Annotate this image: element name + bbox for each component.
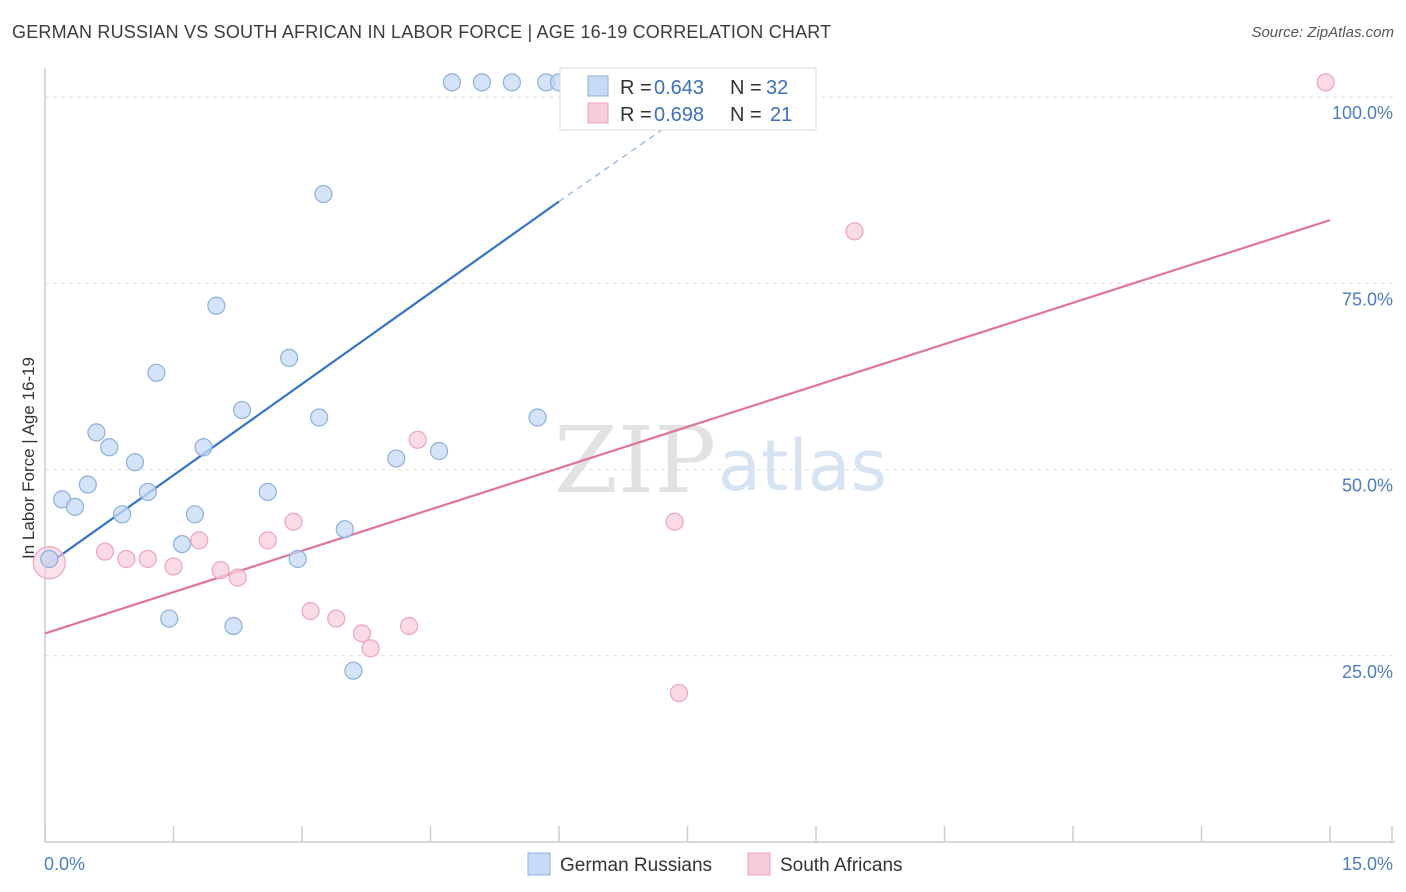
data-point (172, 534, 192, 554)
data-point (228, 568, 247, 587)
data-point (185, 505, 205, 524)
data-point (258, 482, 277, 502)
legend-n-value: 21 (770, 104, 792, 126)
data-point (310, 408, 329, 427)
source-credit: Source: ZipAtlas.com (1251, 24, 1394, 41)
series-legend: German Russians South Africans (527, 852, 903, 876)
data-point (224, 616, 243, 636)
data-point (665, 512, 684, 531)
data-point (211, 561, 230, 580)
data-point (194, 438, 213, 457)
data-point (387, 449, 406, 468)
data-point (147, 363, 166, 382)
y-axis-title: In Labor Force | Age 16-19 (19, 357, 38, 559)
data-point (95, 542, 115, 561)
data-point (408, 430, 427, 449)
data-point (528, 408, 547, 427)
legend: R = 0.643 N = 32 R = 0.698 N = 21 (559, 67, 817, 131)
y-tick-label: 25.0% (1342, 662, 1393, 682)
data-point (344, 661, 363, 680)
legend-r-value: 0.643 (654, 77, 704, 99)
legend-label-german-russians: German Russians (560, 855, 712, 876)
data-point (258, 531, 277, 550)
data-point (669, 683, 689, 703)
data-point (280, 348, 299, 368)
data-point (335, 520, 354, 539)
legend-label-south-africans: South Africans (780, 855, 903, 876)
data-point (232, 400, 252, 420)
trendlines (44, 111, 1331, 635)
legend-swatch-blue (587, 75, 609, 97)
chart-title: GERMAN RUSSIAN VS SOUTH AFRICAN IN LABOR… (12, 22, 832, 42)
data-point (327, 609, 346, 628)
x-tick-label: 15.0% (1342, 854, 1393, 874)
data-point (284, 512, 303, 531)
grid (45, 96, 1395, 657)
data-point (190, 531, 209, 550)
legend-swatch-pink (587, 102, 609, 124)
data-point (301, 602, 320, 621)
data-point (429, 441, 449, 461)
legend-n-value: 32 (766, 77, 788, 99)
data-point (288, 549, 307, 569)
y-tick-label: 50.0% (1342, 476, 1393, 496)
x-tick-label: 0.0% (44, 854, 85, 874)
data-point (138, 549, 157, 569)
data-point (1316, 73, 1335, 92)
data-point (314, 184, 333, 204)
data-point (40, 549, 59, 569)
trendline-german-russians (44, 200, 560, 568)
german-russians-points (40, 73, 569, 680)
data-point (138, 482, 157, 502)
y-tick-label: 75.0% (1342, 289, 1393, 309)
legend-r-value: 0.698 (654, 104, 704, 126)
legend-r-label: R = (620, 77, 652, 99)
data-point (399, 616, 419, 636)
data-point (361, 639, 380, 658)
data-point (87, 423, 106, 442)
legend-n-label: N = (730, 77, 762, 99)
data-point (100, 438, 119, 457)
data-point (164, 557, 183, 576)
trendline-south-africans (44, 219, 1331, 635)
legend-n-label: N = (730, 104, 762, 126)
trendline-german-russians-extension (558, 111, 688, 202)
data-point (117, 549, 136, 569)
watermark-zip: ZIP (554, 407, 716, 514)
data-point (442, 73, 462, 92)
data-point (502, 73, 521, 92)
data-point (112, 505, 132, 524)
data-point (65, 497, 85, 516)
tick-labels: 25.0% 50.0% 75.0% 100.0% 0.0% 15.0% (44, 103, 1393, 874)
legend-swatch-german-russians (527, 852, 551, 876)
legend-swatch-south-africans (747, 852, 771, 876)
data-point (845, 222, 864, 241)
data-point (125, 453, 145, 472)
data-point (78, 475, 97, 494)
data-point (160, 609, 179, 628)
watermark: ZIP atlas (554, 407, 887, 514)
south-africans-points (32, 73, 1335, 703)
watermark-atlas: atlas (718, 425, 887, 507)
axes (44, 68, 1395, 843)
data-point (207, 296, 226, 315)
data-point (352, 624, 372, 643)
y-tick-label: 100.0% (1332, 103, 1393, 123)
legend-r-label: R = (620, 104, 652, 126)
data-point (472, 73, 491, 92)
